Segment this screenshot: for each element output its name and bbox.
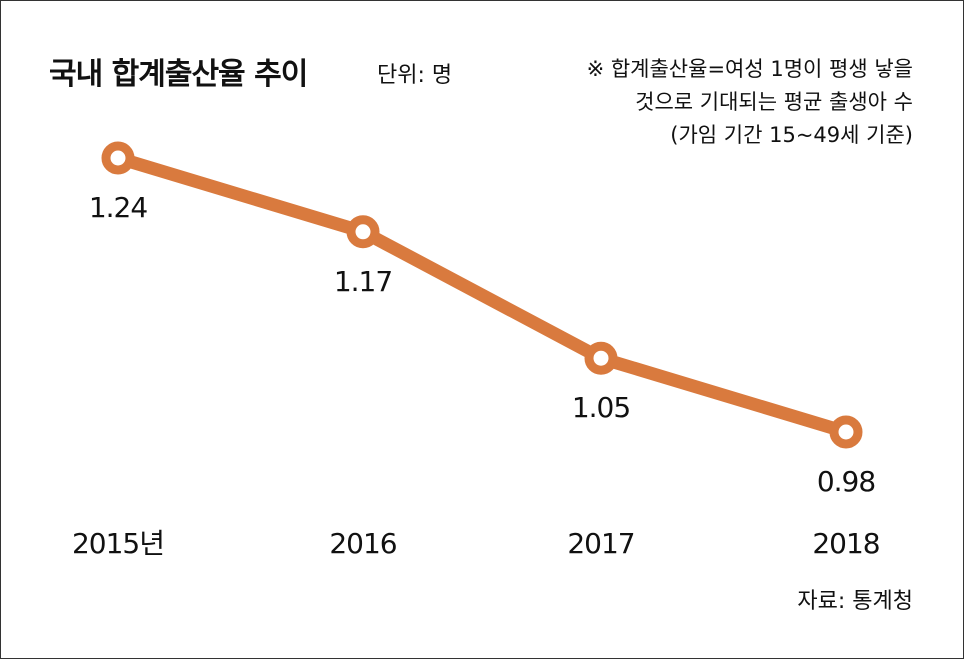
x-tick-label: 2018 <box>812 527 879 560</box>
note-line: 것으로 기대되는 평균 출생아 수 <box>635 90 913 114</box>
data-label: 1.17 <box>334 265 392 298</box>
chart-title: 국내 합계출산율 추이 <box>49 57 308 92</box>
data-label: 1.05 <box>572 391 630 424</box>
series-line <box>116 151 848 439</box>
data-label: 1.24 <box>89 191 148 224</box>
source-label: 자료: 통계청 <box>797 589 913 614</box>
note-line: (가임 기간 15~49세 기준) <box>670 123 913 147</box>
data-point <box>101 141 135 175</box>
x-tick-label: 2015년 <box>72 527 164 560</box>
x-tick-label: 2016 <box>329 527 396 560</box>
definition-note: ※ 합계출산율=여성 1명이 평생 낳을 것으로 기대되는 평균 출생아 수 (… <box>587 53 913 152</box>
data-point <box>346 215 380 249</box>
data-point <box>584 341 618 375</box>
data-point <box>829 415 863 449</box>
unit-label: 단위: 명 <box>377 63 453 88</box>
x-tick-label: 2017 <box>567 527 634 560</box>
data-label: 0.98 <box>817 465 875 498</box>
note-line: ※ 합계출산율=여성 1명이 평생 낳을 <box>586 57 913 81</box>
